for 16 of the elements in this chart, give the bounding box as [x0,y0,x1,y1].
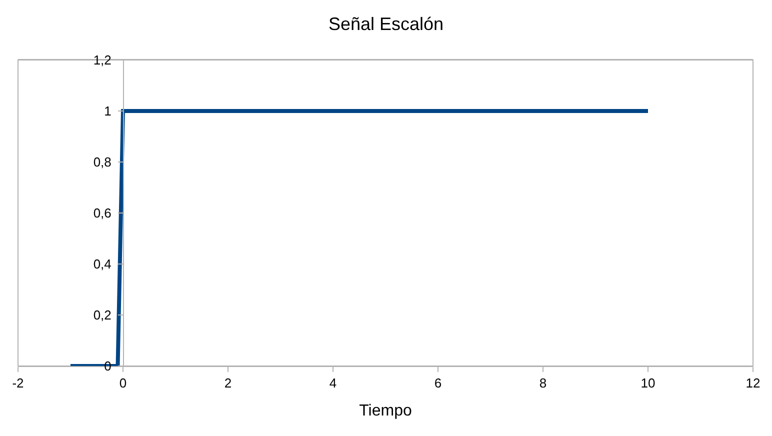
y-tick-label: 0,4 [93,256,112,272]
x-tick-label: 6 [434,376,442,391]
x-tick-label: 8 [539,376,547,391]
x-tick-label: 12 [746,376,760,391]
y-tick-label: 0,6 [93,206,112,221]
x-tick-label: 0 [119,376,127,391]
x-tick-label: 10 [640,376,656,391]
x-tick-label: 4 [329,376,337,391]
x-axis-title: Tiempo [359,402,412,420]
chart-title: Señal Escalón [328,14,444,34]
x-tick-label: 2 [224,376,232,391]
y-tick-label: 0,8 [93,154,112,170]
y-tick-label: 1,2 [93,52,112,68]
y-tick-label: 0,2 [93,308,112,323]
x-tick-label: -2 [12,376,24,391]
y-tick-label: 1 [104,104,112,119]
